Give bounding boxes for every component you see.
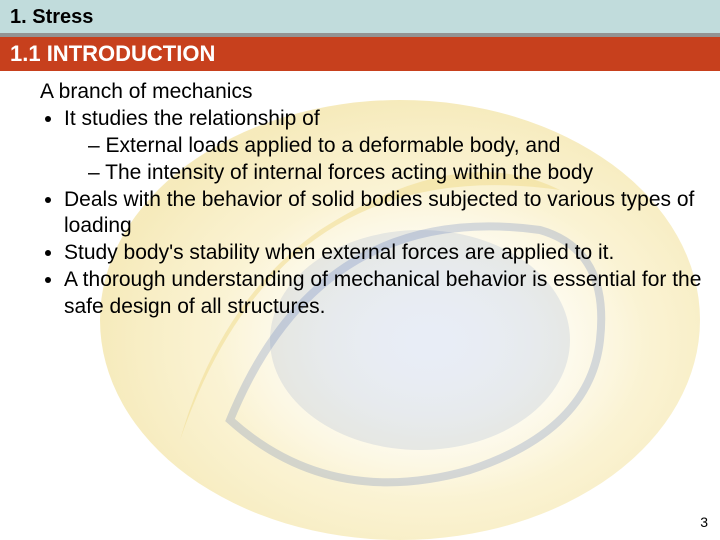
chapter-title: 1. Stress [10, 6, 710, 29]
section-title: 1.1 INTRODUCTION [10, 41, 710, 67]
bullet-text: It studies the relationship of [64, 107, 320, 130]
section-header: 1.1 INTRODUCTION [0, 37, 720, 71]
bullet-item: It studies the relationship of External l… [64, 106, 706, 187]
intro-text: A branch of mechanics [40, 79, 706, 106]
chapter-header: 1. Stress [0, 0, 720, 37]
bullet-item: Study body's stability when external for… [64, 240, 706, 267]
bullet-item: Deals with the behavior of solid bodies … [64, 187, 706, 241]
bullet-item: A thorough understanding of mechanical b… [64, 267, 706, 321]
sub-item: External loads applied to a deformable b… [88, 133, 706, 160]
sub-item: The intensity of internal forces acting … [88, 160, 706, 187]
page-number: 3 [700, 514, 708, 530]
bullet-list: It studies the relationship of External l… [40, 106, 706, 321]
bullet-text: A thorough understanding of mechanical b… [64, 268, 701, 318]
sub-list: External loads applied to a deformable b… [64, 133, 706, 187]
bullet-text: Study body's stability when external for… [64, 241, 614, 264]
slide-content: A branch of mechanics It studies the rel… [0, 71, 720, 321]
bullet-text: Deals with the behavior of solid bodies … [64, 188, 694, 238]
